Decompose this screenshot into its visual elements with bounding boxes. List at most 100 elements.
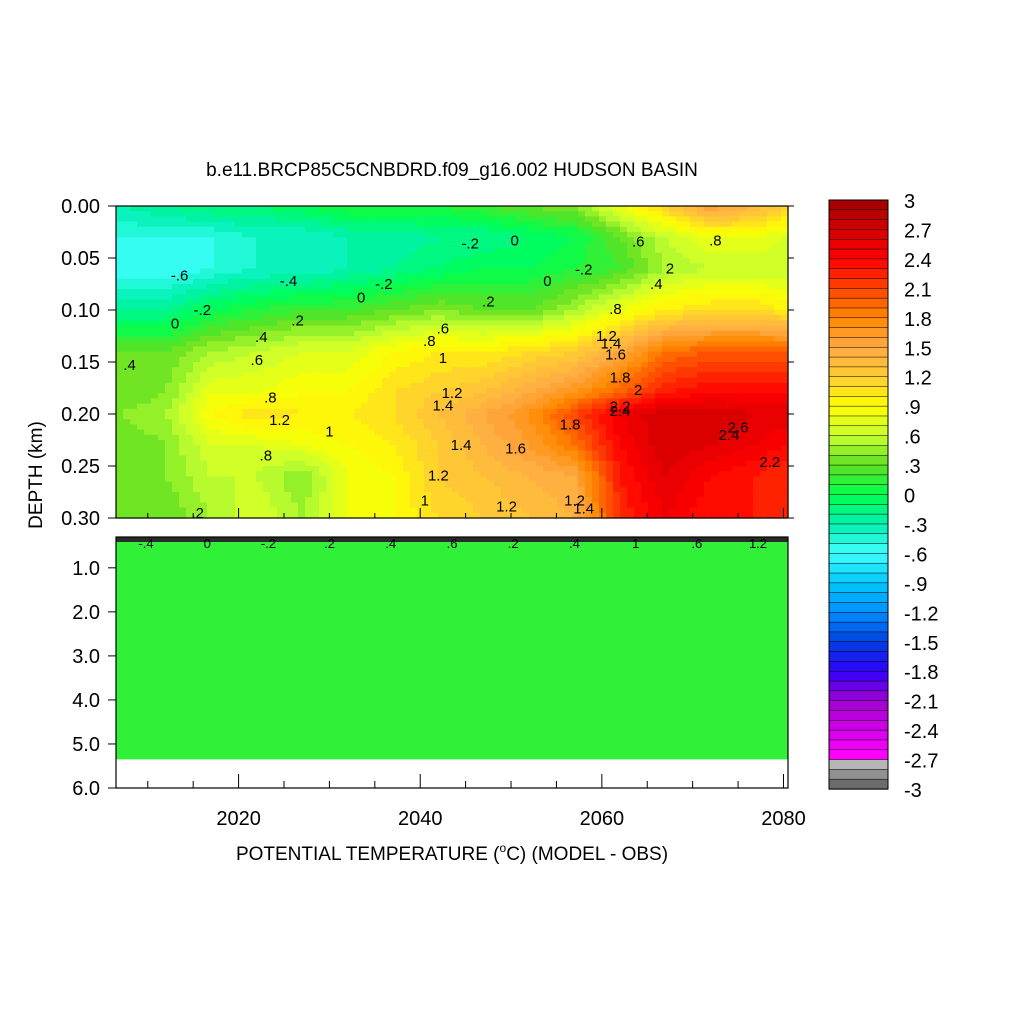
heatmap-cell: [620, 330, 628, 337]
heatmap-cell: [452, 403, 460, 410]
heatmap-cell: [277, 440, 285, 446]
heatmap-cell: [718, 377, 726, 384]
heatmap-cell: [396, 330, 404, 337]
heatmap-cell: [403, 252, 411, 259]
heatmap-cell: [277, 382, 285, 389]
heatmap-cell: [410, 440, 418, 446]
heatmap-cell: [746, 211, 754, 217]
heatmap-cell: [347, 325, 355, 332]
heatmap-cell: [564, 258, 572, 264]
heatmap-cell: [144, 382, 152, 389]
heatmap-cell: [767, 367, 775, 373]
heatmap-cell: [634, 336, 642, 342]
heatmap-cell: [522, 382, 530, 389]
heatmap-cell: [753, 216, 761, 223]
heatmap-cell: [284, 429, 292, 436]
heatmap-cell: [515, 263, 523, 269]
heatmap-cell: [746, 206, 754, 212]
heatmap-cell: [571, 356, 579, 363]
heatmap-cell: [200, 351, 208, 358]
heatmap-cell: [249, 325, 257, 332]
heatmap-cell: [648, 362, 656, 368]
heatmap-cell: [123, 460, 131, 467]
heatmap-cell: [333, 216, 341, 223]
heatmap-cell: [382, 226, 390, 233]
heatmap-cell: [508, 388, 516, 394]
heatmap-cell: [214, 351, 222, 358]
heatmap-cell: [424, 206, 432, 212]
heatmap-cell: [501, 377, 509, 384]
heatmap-cell: [242, 299, 250, 306]
heatmap-cell: [592, 341, 600, 347]
heatmap-cell: [571, 367, 579, 373]
heatmap-cell: [417, 273, 425, 280]
heatmap-cell: [529, 216, 537, 223]
heatmap-cell: [298, 351, 306, 358]
heatmap-cell: [326, 263, 334, 269]
heatmap-cell: [683, 304, 691, 311]
heatmap-cell: [186, 325, 194, 332]
heatmap-cell: [410, 450, 418, 457]
heatmap-cell: [732, 289, 740, 295]
heatmap-cell: [228, 211, 236, 217]
heatmap-cell: [263, 471, 271, 477]
heatmap-cell: [711, 393, 719, 399]
heatmap-cell: [438, 356, 446, 363]
heatmap-cell: [130, 356, 138, 363]
heatmap-cell: [781, 434, 789, 441]
heatmap-cell: [361, 336, 369, 342]
heatmap-cell: [235, 382, 243, 389]
heatmap-cell: [410, 216, 418, 223]
heatmap-cell: [186, 445, 194, 451]
heatmap-cell: [564, 284, 572, 290]
heatmap-cell: [634, 398, 642, 405]
heatmap-cell: [578, 310, 586, 316]
heatmap-cell: [578, 330, 586, 337]
heatmap-cell: [116, 382, 124, 389]
heatmap-cell: [214, 330, 222, 337]
heatmap-cell: [494, 445, 502, 451]
heatmap-cell: [368, 252, 376, 259]
heatmap-cell: [298, 419, 306, 425]
heatmap-cell: [256, 304, 264, 311]
heatmap-cell: [284, 242, 292, 249]
heatmap-cell: [529, 424, 537, 431]
heatmap-cell: [760, 294, 768, 301]
heatmap-cell: [711, 216, 719, 223]
heatmap-cell: [144, 460, 152, 467]
heatmap-cell: [466, 398, 474, 405]
heatmap-cell: [494, 294, 502, 301]
heatmap-cell: [564, 455, 572, 462]
heatmap-cell: [606, 388, 614, 394]
heatmap-cell: [165, 408, 173, 415]
heatmap-cell: [417, 263, 425, 269]
heatmap-cell: [193, 341, 201, 347]
heatmap-cell: [445, 367, 453, 373]
heatmap-cell: [263, 398, 271, 405]
heatmap-cell: [284, 372, 292, 379]
heatmap-cell: [774, 325, 782, 332]
heatmap-cell: [473, 346, 481, 353]
heatmap-cell: [781, 367, 789, 373]
heatmap-cell: [305, 466, 313, 472]
heatmap-cell: [578, 445, 586, 451]
heatmap-cell: [676, 398, 684, 405]
heatmap-cell: [557, 232, 565, 238]
heatmap-cell: [508, 419, 516, 425]
heatmap-cell: [711, 403, 719, 410]
heatmap-cell: [207, 237, 215, 243]
heatmap-cell: [494, 258, 502, 264]
heatmap-cell: [613, 320, 621, 327]
heatmap-cell: [494, 429, 502, 436]
heatmap-cell: [501, 289, 509, 295]
heatmap-cell: [193, 466, 201, 472]
heatmap-cell: [781, 232, 789, 238]
heatmap-cell: [221, 268, 229, 275]
heatmap-cell: [508, 450, 516, 457]
heatmap-cell: [214, 434, 222, 441]
heatmap-cell: [739, 216, 747, 223]
heatmap-cell: [697, 356, 705, 363]
heatmap-cell: [781, 408, 789, 415]
heatmap-cell: [151, 304, 159, 311]
heatmap-cell: [767, 216, 775, 223]
